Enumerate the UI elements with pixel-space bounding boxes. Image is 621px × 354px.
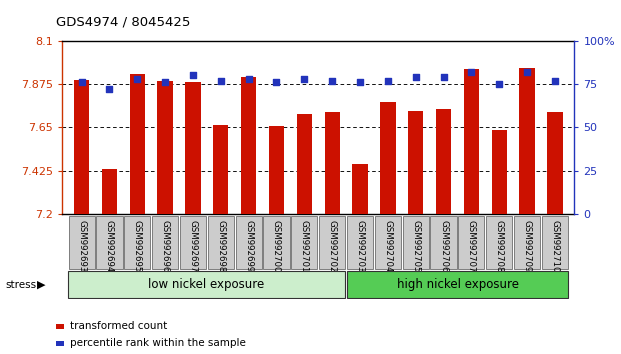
FancyBboxPatch shape <box>68 271 345 298</box>
Text: GSM992698: GSM992698 <box>216 219 225 272</box>
Text: ▶: ▶ <box>37 280 46 290</box>
Point <box>160 80 170 85</box>
FancyBboxPatch shape <box>207 216 234 268</box>
Text: high nickel exposure: high nickel exposure <box>397 278 519 291</box>
Bar <box>213 125 229 214</box>
Text: GSM992694: GSM992694 <box>105 219 114 272</box>
Text: GSM992705: GSM992705 <box>411 219 420 272</box>
FancyBboxPatch shape <box>152 216 178 268</box>
Bar <box>74 80 89 214</box>
Text: GSM992700: GSM992700 <box>272 219 281 272</box>
Bar <box>492 130 507 214</box>
Text: GSM992709: GSM992709 <box>523 219 532 272</box>
Point <box>355 80 365 85</box>
Bar <box>547 112 563 214</box>
FancyBboxPatch shape <box>348 271 568 298</box>
FancyBboxPatch shape <box>235 216 261 268</box>
Text: GSM992702: GSM992702 <box>328 219 337 272</box>
FancyBboxPatch shape <box>68 216 94 268</box>
Text: GSM992707: GSM992707 <box>467 219 476 272</box>
Text: GSM992695: GSM992695 <box>133 219 142 272</box>
Point <box>132 76 142 82</box>
Text: GSM992708: GSM992708 <box>495 219 504 272</box>
Point <box>299 76 309 82</box>
Text: GSM992703: GSM992703 <box>356 219 365 272</box>
Bar <box>130 74 145 214</box>
Bar <box>158 81 173 214</box>
Bar <box>436 109 451 214</box>
FancyBboxPatch shape <box>514 216 540 268</box>
Text: GSM992704: GSM992704 <box>383 219 392 272</box>
Bar <box>380 102 396 214</box>
Text: GSM992706: GSM992706 <box>439 219 448 272</box>
FancyBboxPatch shape <box>96 216 122 268</box>
FancyBboxPatch shape <box>263 216 289 268</box>
Text: percentile rank within the sample: percentile rank within the sample <box>70 338 246 348</box>
Point <box>522 69 532 75</box>
Text: stress: stress <box>5 280 36 290</box>
Text: GDS4974 / 8045425: GDS4974 / 8045425 <box>56 15 190 28</box>
FancyBboxPatch shape <box>542 216 568 268</box>
Bar <box>464 69 479 214</box>
Bar <box>297 114 312 214</box>
Text: GSM992701: GSM992701 <box>300 219 309 272</box>
Point <box>271 80 281 85</box>
FancyBboxPatch shape <box>319 216 345 268</box>
FancyBboxPatch shape <box>430 216 456 268</box>
Point <box>327 78 337 84</box>
Point <box>410 74 420 80</box>
Bar <box>269 126 284 214</box>
Point <box>243 76 253 82</box>
Text: transformed count: transformed count <box>70 321 168 331</box>
Text: GSM992699: GSM992699 <box>244 219 253 272</box>
FancyBboxPatch shape <box>458 216 484 268</box>
FancyBboxPatch shape <box>486 216 512 268</box>
Point <box>466 69 476 75</box>
Point <box>104 86 114 92</box>
Bar <box>185 82 201 214</box>
FancyBboxPatch shape <box>375 216 401 268</box>
FancyBboxPatch shape <box>347 216 373 268</box>
Bar <box>102 169 117 214</box>
Bar <box>408 111 424 214</box>
Bar <box>325 112 340 214</box>
Point <box>494 81 504 87</box>
Text: GSM992696: GSM992696 <box>161 219 170 272</box>
Text: GSM992710: GSM992710 <box>550 219 560 272</box>
FancyBboxPatch shape <box>180 216 206 268</box>
FancyBboxPatch shape <box>402 216 429 268</box>
FancyBboxPatch shape <box>124 216 150 268</box>
Point <box>216 78 226 84</box>
Point <box>550 78 560 84</box>
Text: GSM992693: GSM992693 <box>77 219 86 272</box>
Point <box>188 73 198 78</box>
Text: low nickel exposure: low nickel exposure <box>148 278 265 291</box>
Text: GSM992697: GSM992697 <box>188 219 197 272</box>
Point <box>383 78 393 84</box>
Bar <box>519 68 535 214</box>
Bar <box>352 164 368 214</box>
Point <box>76 80 86 85</box>
FancyBboxPatch shape <box>291 216 317 268</box>
Bar <box>241 77 256 214</box>
Point <box>438 74 448 80</box>
